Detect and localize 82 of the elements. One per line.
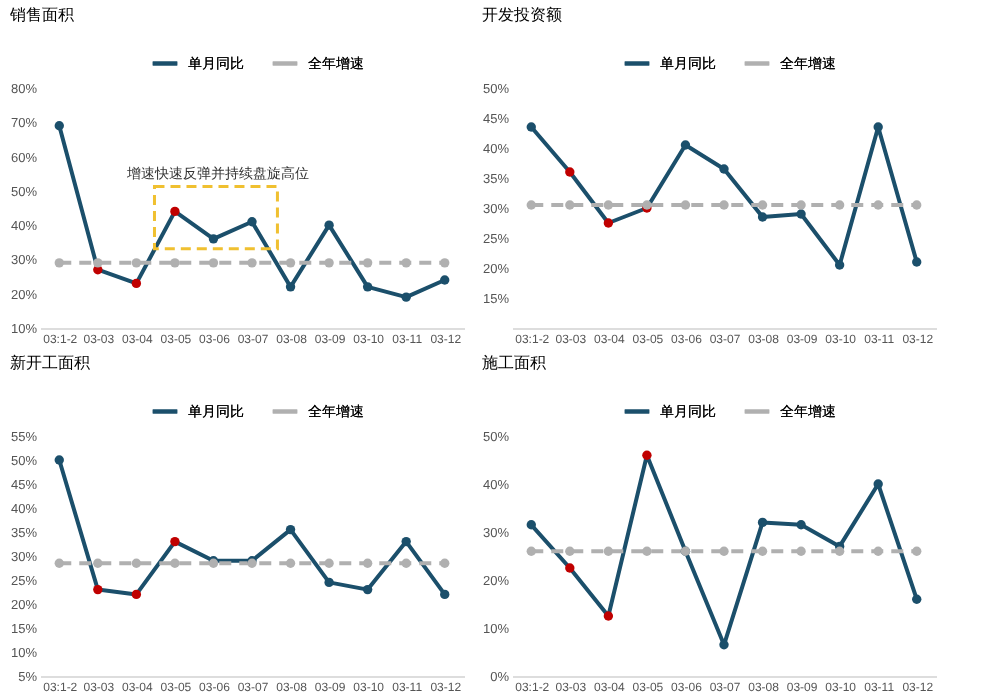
point (170, 536, 180, 547)
point (54, 258, 64, 268)
point (285, 558, 296, 568)
point (285, 282, 296, 292)
point (603, 611, 614, 621)
point (401, 292, 411, 302)
point (912, 594, 922, 604)
point (603, 218, 614, 228)
point (757, 212, 768, 222)
point (526, 520, 536, 530)
point (834, 200, 845, 210)
point (54, 558, 64, 568)
point (526, 200, 536, 210)
point (362, 258, 373, 268)
point (131, 278, 142, 289)
point (401, 258, 411, 268)
point (873, 122, 883, 132)
point (440, 558, 450, 568)
point (912, 257, 922, 267)
point (285, 258, 296, 268)
point (796, 520, 806, 530)
point (247, 217, 257, 227)
point (526, 122, 536, 132)
point (362, 282, 373, 292)
point (170, 258, 180, 268)
point (757, 517, 768, 528)
point (54, 121, 64, 131)
point (642, 546, 652, 556)
point (324, 220, 334, 230)
point (680, 200, 691, 210)
point (324, 577, 334, 588)
point (401, 558, 411, 568)
point (93, 584, 103, 595)
point (757, 200, 768, 210)
point (131, 589, 142, 600)
point (912, 200, 922, 210)
point (719, 164, 729, 174)
point (208, 258, 219, 268)
point (603, 200, 614, 210)
point (834, 546, 845, 556)
point (93, 258, 103, 268)
point (603, 546, 614, 556)
point (440, 589, 450, 600)
point (362, 584, 373, 595)
point (912, 546, 922, 556)
point (565, 563, 575, 573)
point (362, 558, 373, 568)
point (796, 546, 806, 556)
point (131, 258, 142, 268)
point (680, 140, 691, 150)
point (757, 546, 768, 556)
point (873, 200, 883, 210)
chart-title: 开发投资额 (481, 6, 562, 24)
point (170, 558, 180, 568)
point (719, 200, 729, 210)
point (526, 546, 536, 556)
point (565, 167, 575, 177)
point (208, 234, 219, 244)
chart-title: 新开工面积 (9, 354, 90, 372)
point (285, 524, 296, 535)
point (719, 546, 729, 556)
point (565, 546, 575, 556)
point (247, 258, 257, 268)
point (834, 260, 845, 270)
chart-title: 施工面积 (481, 354, 546, 372)
point (565, 200, 575, 210)
point (440, 275, 450, 285)
point (873, 479, 883, 489)
point (796, 200, 806, 210)
point (642, 450, 652, 460)
point (170, 206, 180, 217)
point (324, 558, 334, 568)
chart-title: 销售面积 (7, 6, 74, 24)
point (873, 546, 883, 556)
point (93, 558, 103, 568)
point (440, 258, 450, 268)
point (131, 558, 142, 568)
point (54, 455, 64, 465)
point (796, 209, 806, 219)
point (324, 258, 334, 268)
point (401, 536, 411, 547)
point (719, 640, 729, 650)
